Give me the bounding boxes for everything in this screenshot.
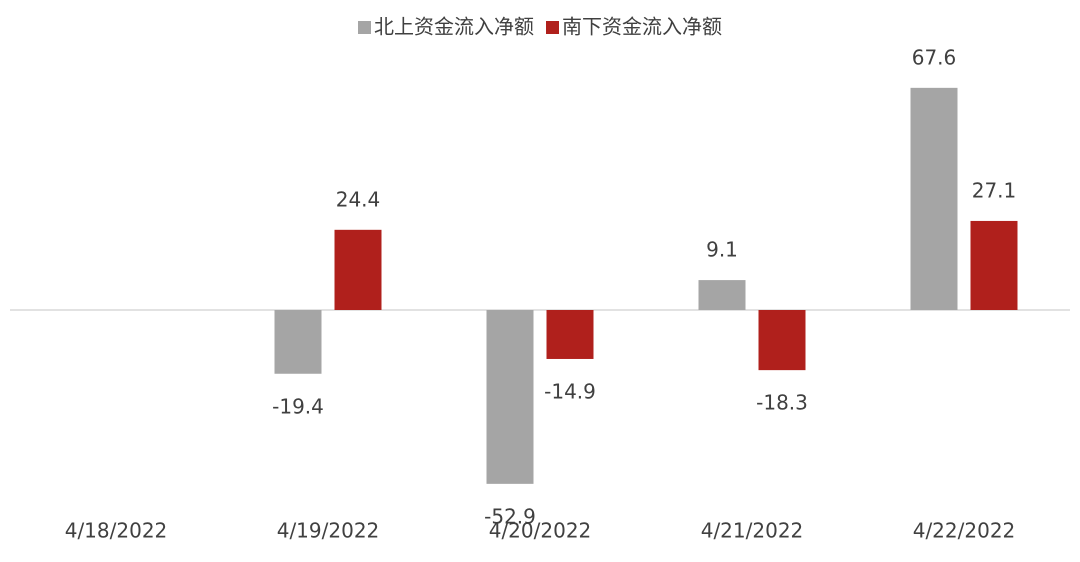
legend: 北上资金流入净额 南下资金流入净额 [358,15,722,39]
x-tick-label: 4/18/2022 [65,519,168,543]
bar [274,310,322,374]
bar [970,220,1018,310]
bar [910,87,958,310]
x-tick-label: 4/21/2022 [701,519,804,543]
x-tick-label: 4/20/2022 [489,519,592,543]
bar [486,310,534,484]
data-label: -19.4 [272,394,324,418]
bar [758,310,806,371]
data-label: 24.4 [336,187,381,211]
data-label: 67.6 [912,45,957,69]
bar [546,310,594,359]
legend-label: 南下资金流入净额 [562,15,722,39]
data-label: 27.1 [972,178,1017,202]
data-label: -14.9 [544,379,596,403]
x-tick-label: 4/22/2022 [913,519,1016,543]
data-label: -18.3 [756,391,808,415]
legend-swatch [546,21,559,34]
bar [698,280,746,310]
legend-swatch [358,21,371,34]
bar [334,229,382,310]
data-label: -52.9 [484,504,536,528]
data-label: 9.1 [706,238,738,262]
legend-label: 北上资金流入净额 [374,15,534,39]
x-tick-label: 4/19/2022 [277,519,380,543]
